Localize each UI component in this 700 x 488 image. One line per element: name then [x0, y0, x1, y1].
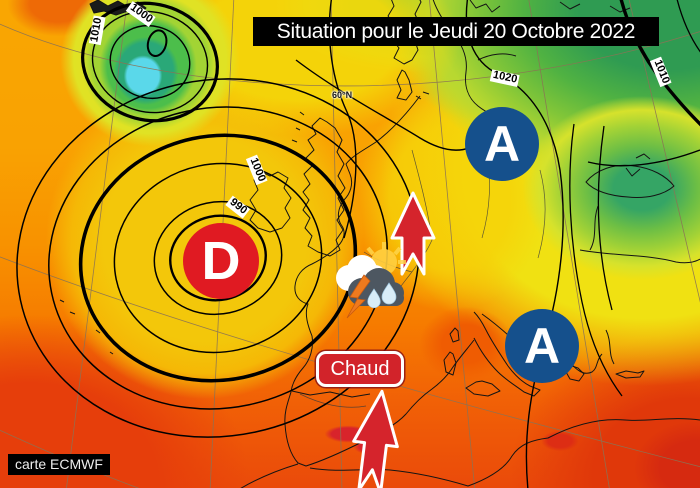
latitude-label: 60°N [332, 90, 353, 100]
low-pressure-letter: D [201, 231, 241, 291]
high-pressure-letter: A [523, 318, 561, 374]
country-borders [299, 149, 546, 408]
credit-text: carte ECMWF [15, 456, 103, 472]
storm-rain-icon [336, 242, 406, 319]
high-pressure-badge: A [505, 309, 579, 383]
high-pressure-letter: A [483, 116, 521, 172]
low-pressure-badge: D [183, 223, 259, 299]
title-text: Situation pour le Jeudi 20 Octobre 2022 [276, 19, 636, 43]
title-banner: Situation pour le Jeudi 20 Octobre 2022 [253, 17, 659, 46]
high-pressure-badge: A [465, 107, 539, 181]
warm-air-label: Chaud [316, 351, 404, 387]
credit-badge: carte ECMWF [8, 454, 110, 475]
warm-air-text: Chaud [330, 357, 390, 380]
warm-advection-arrow-icon [352, 191, 436, 488]
